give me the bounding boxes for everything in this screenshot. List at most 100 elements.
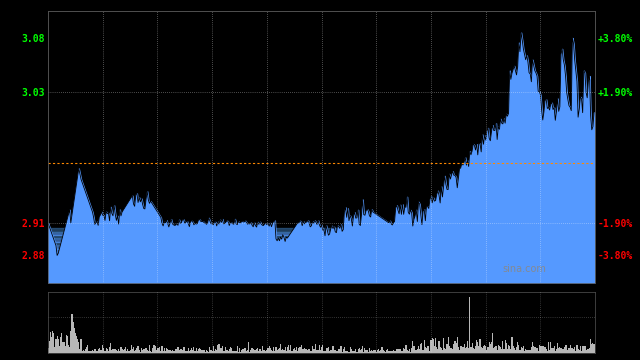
Bar [272,351,273,353]
Bar [383,350,384,353]
Bar [358,348,360,353]
Bar [263,350,264,353]
Bar [62,342,63,353]
Bar [337,351,338,353]
Bar [304,348,305,353]
Bar [159,347,160,353]
Bar [148,351,149,353]
Bar [457,337,458,353]
Bar [376,352,377,353]
Bar [87,346,88,353]
Bar [586,350,587,353]
Bar [214,351,215,353]
Bar [256,349,257,353]
Bar [349,347,351,353]
Bar [335,350,336,353]
Bar [379,351,380,353]
Bar [48,238,595,242]
Bar [543,346,545,353]
Bar [404,349,405,353]
Bar [433,339,434,353]
Bar [118,349,119,353]
Bar [441,347,442,353]
Bar [48,262,595,266]
Bar [574,347,575,353]
Bar [215,349,216,353]
Bar [460,346,461,353]
Bar [573,349,574,353]
Bar [428,346,429,353]
Bar [81,339,82,353]
Bar [252,348,253,353]
Bar [179,350,180,353]
Bar [149,345,150,353]
Bar [88,351,90,353]
Bar [442,350,443,353]
Bar [440,347,441,353]
Bar [126,351,127,353]
Bar [402,351,403,353]
Bar [48,267,595,272]
Bar [571,348,572,353]
Bar [520,347,522,353]
Bar [534,347,535,353]
Bar [518,345,520,353]
Bar [396,349,397,353]
Bar [495,346,497,353]
Bar [253,350,254,353]
Bar [48,231,595,235]
Bar [76,336,77,353]
Bar [117,351,118,353]
Bar [346,351,348,353]
Bar [419,349,420,353]
Bar [422,350,424,353]
Bar [240,352,241,353]
Bar [75,333,76,353]
Bar [393,350,394,353]
Bar [241,350,243,353]
Bar [485,346,486,353]
Bar [142,350,143,353]
Bar [351,349,352,353]
Bar [583,346,584,353]
Bar [216,350,218,353]
Bar [312,346,313,353]
Bar [139,350,140,353]
Bar [231,348,232,353]
Bar [95,349,97,353]
Bar [119,351,120,353]
Bar [282,349,284,353]
Bar [329,351,330,353]
Bar [481,347,482,353]
Bar [269,348,271,353]
Bar [280,345,281,353]
Bar [479,339,481,353]
Bar [486,350,488,353]
Bar [224,351,225,353]
Bar [266,350,268,353]
Bar [449,346,450,353]
Bar [69,347,70,353]
Bar [103,348,104,353]
Bar [410,352,411,353]
Bar [371,350,372,353]
Bar [220,348,221,353]
Bar [588,349,589,353]
Bar [458,347,459,353]
Bar [150,351,151,353]
Bar [499,346,500,353]
Bar [403,348,404,353]
Bar [467,341,468,353]
Bar [48,273,595,276]
Bar [227,351,228,353]
Bar [478,346,479,353]
Bar [199,348,200,353]
Bar [531,347,532,353]
Bar [438,341,440,353]
Bar [311,351,312,353]
Bar [582,346,583,353]
Bar [155,346,156,353]
Bar [255,350,256,353]
Bar [151,352,152,353]
Bar [493,348,494,353]
